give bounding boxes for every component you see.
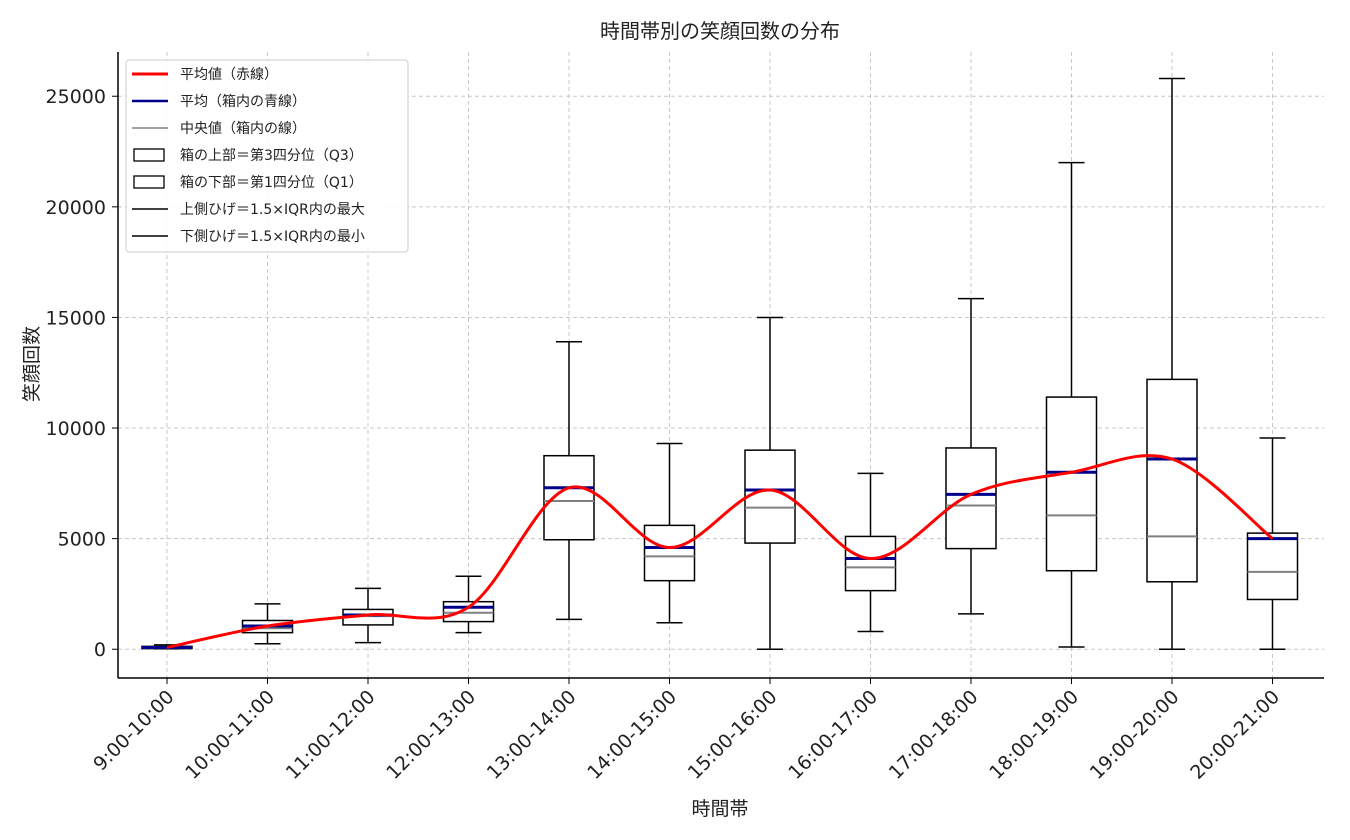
iqr-box bbox=[1045, 396, 1098, 572]
legend-box-swatch bbox=[133, 175, 165, 189]
y-tick-label: 10000 bbox=[46, 418, 106, 440]
y-tick-label: 25000 bbox=[46, 86, 106, 108]
box-group bbox=[1045, 161, 1098, 648]
box-group bbox=[744, 316, 796, 650]
x-tick-label: 20:00-21:00 bbox=[1186, 686, 1284, 784]
legend-label: 平均値（赤線） bbox=[180, 67, 278, 83]
x-tick-label: 16:00-17:00 bbox=[784, 686, 882, 784]
box-group bbox=[1146, 77, 1198, 650]
legend-label: 下側ひげ＝1.5×IQR内の最小 bbox=[180, 229, 365, 245]
x-tick-label: 10:00-11:00 bbox=[181, 686, 279, 784]
legend-label: 中央値（箱内の線） bbox=[180, 121, 306, 137]
x-tick-label: 9:00-10:00 bbox=[89, 686, 178, 775]
y-tick-label: 0 bbox=[94, 639, 106, 661]
box-group bbox=[543, 341, 595, 621]
box-series bbox=[141, 77, 1299, 650]
legend-label: 箱の下部＝第1四分位（Q1） bbox=[180, 174, 363, 191]
iqr-box bbox=[844, 535, 897, 592]
y-tick-label: 15000 bbox=[46, 307, 106, 329]
x-tick-label: 14:00-15:00 bbox=[583, 686, 681, 784]
mean-line bbox=[166, 454, 1274, 649]
x-tick-label: 15:00-16:00 bbox=[684, 686, 782, 784]
legend-label: 平均（箱内の青線） bbox=[180, 94, 306, 110]
iqr-box bbox=[442, 600, 495, 623]
legend-box-swatch bbox=[133, 148, 165, 162]
iqr-box bbox=[945, 447, 997, 550]
iqr-box bbox=[1146, 378, 1198, 583]
box-group bbox=[643, 442, 696, 624]
x-tick-label: 13:00-14:00 bbox=[483, 686, 581, 784]
x-tick-label: 18:00-19:00 bbox=[985, 686, 1083, 784]
box-group bbox=[945, 297, 997, 615]
chart-title: 時間帯別の笑顔回数の分布 bbox=[600, 19, 840, 43]
x-tick-label: 17:00-18:00 bbox=[885, 686, 983, 784]
box-group bbox=[844, 472, 897, 633]
box-group bbox=[442, 575, 495, 634]
mean-curve bbox=[166, 454, 1274, 649]
x-tick-label: 12:00-13:00 bbox=[382, 686, 480, 784]
axes bbox=[112, 52, 1324, 684]
legend-label: 上側ひげ＝1.5×IQR内の最大 bbox=[180, 202, 365, 218]
x-tick-label: 19:00-20:00 bbox=[1086, 686, 1184, 784]
x-axis-label: 時間帯 bbox=[691, 798, 748, 820]
legend-label: 箱の上部＝第3四分位（Q3） bbox=[180, 147, 363, 164]
legend: 平均値（赤線） 平均（箱内の青線） 中央値（箱内の線） 箱の上部＝第3四分位（Q3） 箱… bbox=[125, 59, 409, 253]
y-axis-label: 笑顔回数 bbox=[21, 326, 43, 402]
x-tick-label: 11:00-12:00 bbox=[282, 686, 380, 784]
iqr-box bbox=[1246, 532, 1299, 601]
y-tick-label: 20000 bbox=[46, 197, 106, 219]
y-tick-label: 5000 bbox=[58, 529, 106, 551]
iqr-box bbox=[643, 524, 696, 582]
box-group bbox=[1246, 437, 1299, 650]
legend-frame bbox=[125, 59, 409, 253]
